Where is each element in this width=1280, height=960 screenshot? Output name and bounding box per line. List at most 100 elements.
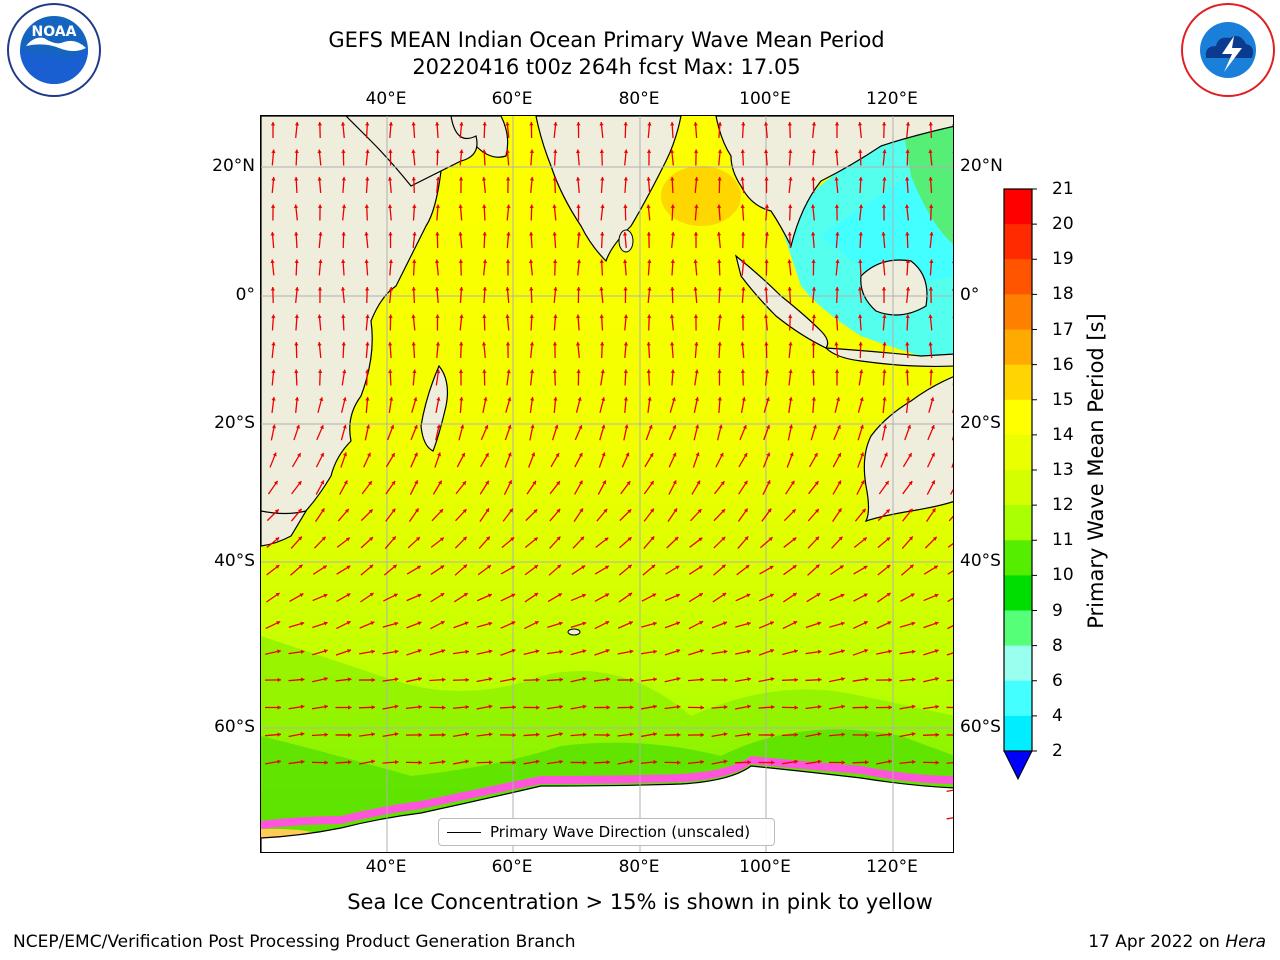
wave-arrow-head <box>394 621 399 626</box>
wave-arrow-head <box>369 537 373 542</box>
land-indochina <box>715 116 953 248</box>
wave-arrow-head <box>576 259 582 264</box>
wave-arrow-head <box>270 259 275 264</box>
wave-arrow-head <box>317 149 322 154</box>
colorbar-tick-label: 20 <box>1052 214 1074 235</box>
wave-arrow-head <box>629 649 634 654</box>
wave-arrow-head <box>576 314 581 319</box>
wave-arrow-head <box>694 424 700 429</box>
wave-arrow-head <box>341 177 346 181</box>
wave-arrow-head <box>814 481 819 486</box>
wave-arrow-head <box>486 565 491 569</box>
wave-arrow-head <box>505 149 510 154</box>
wave-arrow-head <box>911 621 916 626</box>
wave-arrow-head <box>297 481 302 486</box>
wave-arrow-head <box>580 536 585 541</box>
wave-arrow-head <box>836 425 841 430</box>
footer-host: Hera <box>1225 932 1266 952</box>
land-madagascar <box>420 364 449 452</box>
wave-arrow-head <box>810 232 816 236</box>
colorbar-segment <box>1004 505 1032 541</box>
wave-arrow-head <box>529 342 535 346</box>
wave-arrow-head <box>768 537 773 542</box>
wave-arrow-head <box>437 452 442 457</box>
wave-arrow-head <box>416 565 421 570</box>
wave-arrow-head <box>294 287 300 291</box>
wave-arrow-head <box>865 760 869 765</box>
wave-arrow-head <box>324 732 328 737</box>
wave-arrow-head <box>698 537 703 542</box>
wave-arrow-head <box>391 480 396 485</box>
wave-arrow-head <box>600 369 605 374</box>
wave-arrow-head <box>439 509 444 514</box>
wave-arrow-head <box>745 565 750 569</box>
wave-arrow-head <box>811 149 816 154</box>
wave-arrow-head <box>909 564 914 569</box>
wave-arrow-head <box>669 149 675 154</box>
wave-arrow-head <box>529 287 534 291</box>
wave-arrow-head <box>300 759 305 765</box>
wave-arrow-head <box>606 760 610 765</box>
wave-arrow-head <box>794 677 798 682</box>
wave-arrow-head <box>841 732 845 737</box>
wave-arrow-head <box>508 480 512 485</box>
wave-arrow-head <box>442 732 446 738</box>
map-legend: Primary Wave Direction (unscaled) <box>438 818 775 846</box>
wave-arrow-head <box>740 342 745 346</box>
wave-arrow-head <box>858 314 863 319</box>
wave-arrow-head <box>882 149 887 154</box>
wave-arrow-head <box>858 342 863 346</box>
wave-arrow-head <box>394 760 399 765</box>
wave-arrow-head <box>533 509 538 514</box>
wave-arrow-head <box>699 620 704 625</box>
wave-arrow-head <box>341 314 346 318</box>
wave-arrow-head <box>676 649 681 654</box>
wave-arrow-head <box>512 705 516 710</box>
wave-arrow-head <box>436 369 441 374</box>
wave-arrow-head <box>841 676 845 682</box>
wave-arrow-head <box>488 649 493 654</box>
wave-arrow-head <box>886 537 891 542</box>
wave-arrow-head <box>530 397 535 401</box>
sea-ice-edge <box>261 756 953 829</box>
colorbar-segment <box>1004 259 1032 295</box>
wave-arrow-head <box>717 314 723 319</box>
wave-arrow-head <box>723 759 728 764</box>
wave-arrow-head <box>694 342 699 346</box>
south-china-sea <box>901 116 953 245</box>
wave-arrow-head <box>700 732 704 738</box>
wave-arrow-head <box>646 342 651 346</box>
wave-arrow-head <box>388 369 393 373</box>
wave-arrow-head <box>647 287 652 291</box>
wave-arrow-head <box>911 732 916 737</box>
colorbar-segment <box>1004 610 1032 647</box>
wave-arrow-head <box>905 177 910 181</box>
wave-arrow-head <box>811 177 816 181</box>
wave-arrow-head <box>277 677 281 683</box>
wave-arrow <box>947 597 953 603</box>
wave-arrow-head <box>557 564 561 569</box>
wave-arrow-head <box>862 537 867 542</box>
wave-arrow-head <box>317 314 322 319</box>
wave-arrow-head <box>346 593 351 598</box>
wave-arrow-head <box>439 537 444 542</box>
y-tick-right: 40°S <box>960 551 1001 571</box>
wave-arrow-head <box>928 287 934 291</box>
wave-arrow-head <box>535 649 540 654</box>
wave-arrow-head <box>435 232 440 236</box>
wave-arrow-head <box>670 369 675 374</box>
wave-arrow-head <box>485 536 490 541</box>
wave-arrow-head <box>575 149 581 154</box>
wave-arrow-head <box>646 204 651 209</box>
wave-arrow-head <box>465 732 469 737</box>
wave-arrow-head <box>368 481 372 486</box>
wave-arrow-head <box>319 397 324 402</box>
wave-arrow-head <box>558 621 563 626</box>
footer-date-text: 17 Apr 2022 on <box>1088 932 1226 952</box>
wave-arrow-head <box>412 204 417 209</box>
wave-arrow-head <box>929 259 934 264</box>
wave-arrow-head <box>463 593 468 597</box>
wave-arrow-head <box>341 149 346 153</box>
wave-arrow-head <box>622 259 628 264</box>
wave-arrow-head <box>434 259 440 264</box>
